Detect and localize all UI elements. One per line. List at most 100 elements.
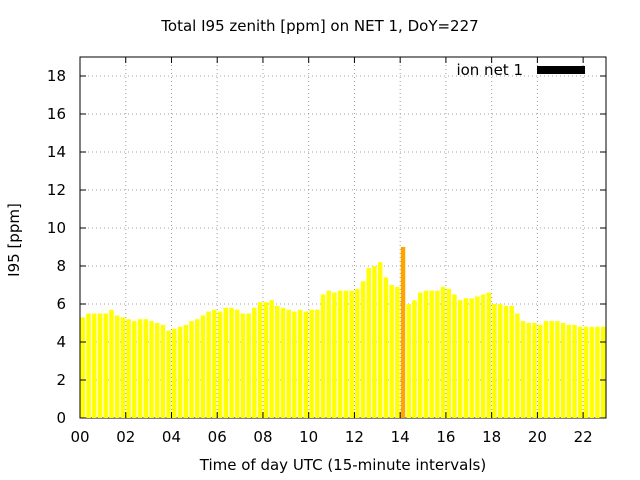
bar [526,323,532,418]
bar [366,267,371,418]
x-tick-label: 20 [528,428,547,446]
bar [143,319,148,418]
bar [240,313,246,418]
bar [417,292,423,418]
y-tick-label: 2 [56,371,66,389]
grid-lines [80,57,606,418]
bar [429,290,434,418]
bars [80,247,606,418]
x-tick-label: 14 [391,428,410,446]
bar [355,288,360,418]
bar [595,326,600,418]
bar [509,305,514,418]
y-tick-label: 10 [47,219,66,237]
bar [297,309,303,418]
bar [532,323,537,418]
bar [137,319,143,418]
legend-swatch [537,66,585,74]
bar [475,296,480,418]
bar [252,307,257,418]
bar [97,313,103,418]
bar [578,326,583,418]
bar [320,294,326,418]
x-axis-label: Time of day UTC (15-minute intervals) [199,456,487,474]
bar [114,315,120,418]
x-tick-label: 12 [345,428,364,446]
x-tick-label: 02 [116,428,135,446]
bar [572,324,577,418]
bar [269,300,274,418]
x-tick-label: 22 [574,428,593,446]
bar [257,302,263,418]
bar [498,304,503,418]
bar [589,326,594,418]
y-tick-label: 18 [47,67,66,85]
bar [229,307,234,418]
x-tick-label: 04 [162,428,181,446]
y-axis-label: I95 [ppm] [5,203,23,277]
bar [486,292,492,418]
y-tick-label: 14 [47,143,66,161]
bar [435,290,440,418]
bar [86,313,91,418]
bar [538,324,543,418]
bar [315,309,320,418]
bar [120,317,126,418]
bar [463,298,469,418]
legend-label: ion net 1 [456,61,523,79]
bar [480,294,486,418]
bar [126,319,131,418]
bar [383,277,389,418]
x-tick-label: 06 [208,428,227,446]
bar [235,309,240,418]
bar [172,328,177,418]
bar [446,288,451,418]
bar [372,266,377,418]
bar [160,324,166,418]
bar [423,290,429,418]
bar [503,305,509,418]
bar [183,324,188,418]
bar [194,319,200,418]
y-tick-label: 4 [56,333,66,351]
bar [400,247,406,418]
y-tick-label: 8 [56,257,66,275]
bar [275,305,280,418]
bar [520,321,526,418]
bar [555,321,560,418]
y-tick-label: 0 [56,409,66,427]
bar [217,311,223,418]
bar [337,290,343,418]
bar [80,317,86,418]
bar [343,290,349,418]
bar [395,286,400,418]
chart-title: Total I95 zenith [ppm] on NET 1, DoY=227 [161,17,479,35]
bar [492,304,497,418]
bar [332,292,337,418]
bar [132,321,137,418]
bar [149,321,154,418]
bar [560,323,566,418]
y-tick-label: 6 [56,295,66,313]
bar [223,307,229,418]
bar [566,324,572,418]
bar [549,321,554,418]
bar [154,323,160,418]
bar [389,285,394,418]
bar [292,311,297,418]
bar [263,302,269,418]
bar [600,326,606,418]
bar [309,309,314,418]
bar [515,313,520,418]
bar [212,309,217,418]
bar [286,309,291,418]
y-tick-label: 16 [47,105,66,123]
bar [349,290,354,418]
y-tick-label: 12 [47,181,66,199]
bar [457,300,463,418]
x-tick-label: 10 [299,428,318,446]
bar [406,304,411,418]
bar [280,307,286,418]
